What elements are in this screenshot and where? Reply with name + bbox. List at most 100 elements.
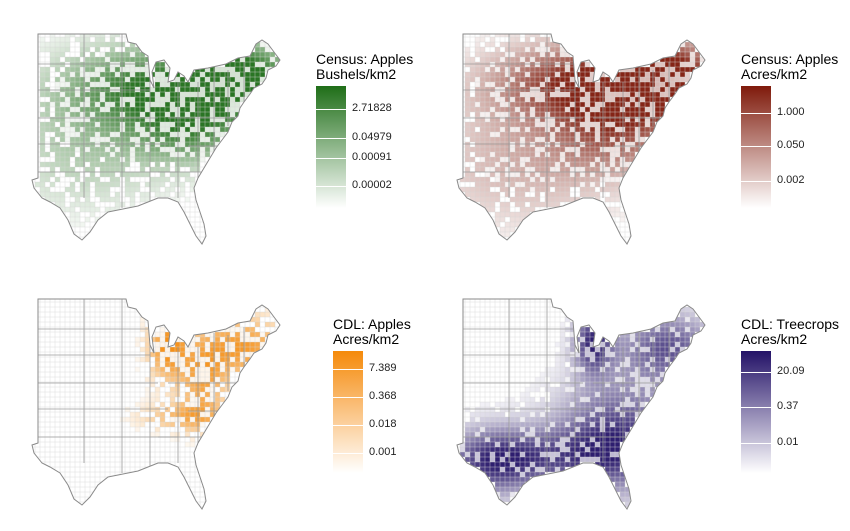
- county-cell: [690, 67, 695, 72]
- county-cell: [630, 82, 635, 87]
- county-cell: [60, 82, 65, 87]
- county-cell: [550, 387, 555, 392]
- county-cell: [485, 57, 490, 62]
- county-cell: [500, 182, 505, 187]
- county-cell: [605, 167, 610, 172]
- county-cell: [570, 332, 575, 337]
- county-cell: [150, 117, 155, 122]
- county-cell: [480, 107, 485, 112]
- county-cell: [515, 432, 520, 437]
- county-cell: [175, 152, 180, 157]
- county-cell: [520, 47, 525, 52]
- county-cell: [230, 92, 235, 97]
- county-cell: [595, 362, 600, 367]
- county-cell: [135, 107, 140, 112]
- county-cell: [155, 152, 160, 157]
- county-cell: [115, 107, 120, 112]
- county-cell: [155, 107, 160, 112]
- county-cell: [155, 337, 160, 342]
- county-cell: [475, 112, 480, 117]
- county-cell: [500, 57, 505, 62]
- county-cell: [665, 87, 670, 92]
- county-cell: [550, 447, 555, 452]
- county-cell: [575, 117, 580, 122]
- county-cell: [255, 72, 260, 77]
- county-cell: [120, 67, 125, 72]
- county-cell: [205, 87, 210, 92]
- county-cell: [100, 82, 105, 87]
- county-cell: [170, 137, 175, 142]
- county-cell: [505, 397, 510, 402]
- county-cell: [555, 407, 560, 412]
- county-cell: [95, 182, 100, 187]
- county-cell: [465, 157, 470, 162]
- county-cell: [80, 82, 85, 87]
- county-cell: [45, 112, 50, 117]
- county-cell: [185, 357, 190, 362]
- county-cell: [560, 392, 565, 397]
- county-cell: [500, 227, 505, 232]
- county-cell: [590, 137, 595, 142]
- county-cell: [110, 62, 115, 67]
- county-cell: [130, 202, 135, 207]
- county-cell: [175, 437, 180, 442]
- county-cell: [575, 462, 580, 467]
- county-cell: [150, 352, 155, 357]
- county-cell: [590, 407, 595, 412]
- county-cell: [190, 137, 195, 142]
- county-cell: [620, 147, 625, 152]
- county-cell: [180, 122, 185, 127]
- county-cell: [530, 417, 535, 422]
- county-cell: [90, 67, 95, 72]
- county-cell: [200, 352, 205, 357]
- county-cell: [570, 82, 575, 87]
- county-cell: [465, 427, 470, 432]
- county-cell: [605, 347, 610, 352]
- county-cell: [115, 117, 120, 122]
- county-cell: [475, 82, 480, 87]
- county-cell: [100, 112, 105, 117]
- county-cell: [645, 72, 650, 77]
- county-cell: [555, 422, 560, 427]
- county-cell: [515, 447, 520, 452]
- county-cell: [205, 72, 210, 77]
- county-cell: [85, 127, 90, 132]
- county-cell: [655, 82, 660, 87]
- county-cell: [625, 152, 630, 157]
- county-cell: [500, 52, 505, 57]
- county-cell: [560, 57, 565, 62]
- county-cell: [610, 137, 615, 142]
- county-cells: [460, 307, 705, 507]
- county-cell: [630, 357, 635, 362]
- county-cell: [570, 122, 575, 127]
- county-cell: [185, 127, 190, 132]
- county-cell: [165, 367, 170, 372]
- county-cell: [60, 132, 65, 137]
- county-cell: [700, 322, 705, 327]
- county-cell: [475, 412, 480, 417]
- county-cell: [595, 192, 600, 197]
- county-cell: [225, 82, 230, 87]
- county-cell: [240, 362, 245, 367]
- county-cell: [490, 37, 495, 42]
- county-cell: [100, 132, 105, 137]
- county-cell: [255, 337, 260, 342]
- county-cell: [495, 487, 500, 492]
- county-cell: [515, 412, 520, 417]
- county-cell: [505, 77, 510, 82]
- county-cell: [520, 212, 525, 217]
- county-cell: [125, 152, 130, 157]
- county-cell: [515, 422, 520, 427]
- county-cell: [75, 37, 80, 42]
- county-cell: [120, 127, 125, 132]
- county-cell: [610, 212, 615, 217]
- county-cell: [560, 182, 565, 187]
- county-cell: [520, 102, 525, 107]
- county-cell: [90, 177, 95, 182]
- county-cell: [530, 52, 535, 57]
- county-cell: [205, 97, 210, 102]
- county-cell: [545, 172, 550, 177]
- county-cell: [490, 52, 495, 57]
- county-cell: [100, 77, 105, 82]
- county-cell: [105, 132, 110, 137]
